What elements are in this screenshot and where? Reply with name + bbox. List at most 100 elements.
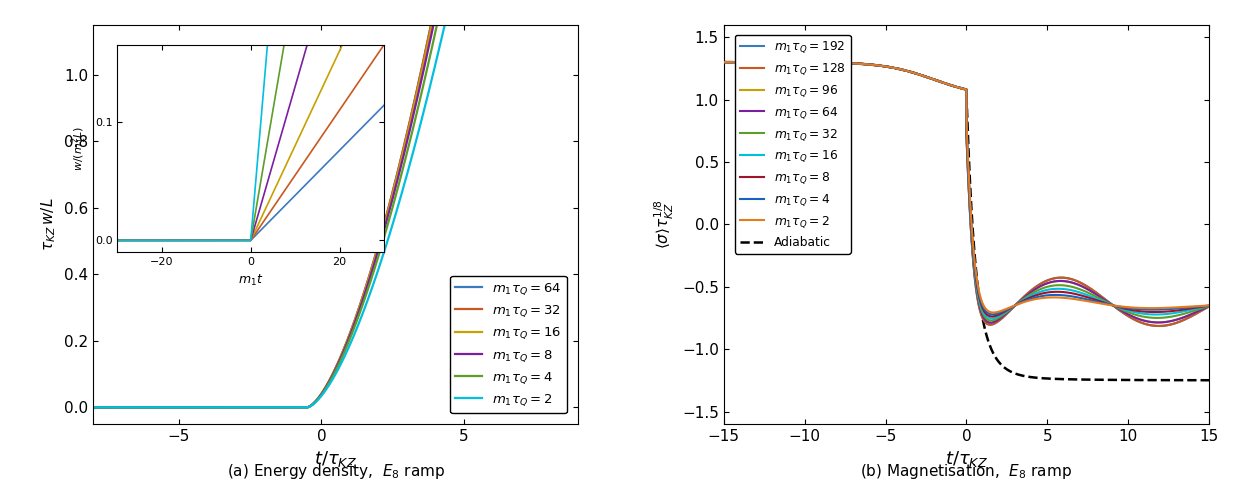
Line: $m_1\tau_Q = 16$: $m_1\tau_Q = 16$ [93, 8, 578, 407]
$m_1\tau_Q = 8$ [1069, 291, 1084, 297]
$m_1\tau_Q = 64$ [983, 320, 998, 326]
$m_1\tau_Q = 128$ [1069, 278, 1084, 284]
$m_1\tau_Q = 16$ [717, 59, 732, 65]
$m_1\tau_Q = 128$ [717, 59, 732, 65]
$m_1\tau_Q = 8$ [985, 314, 999, 319]
$m_1\tau_Q = 16$ [272, 404, 286, 410]
$m_1\tau_Q = 4$ [570, 5, 585, 11]
Adiabatic [1069, 377, 1084, 383]
Line: $m_1\tau_Q = 32$: $m_1\tau_Q = 32$ [93, 8, 578, 407]
Text: (a) Energy density,  $E_8$ ramp: (a) Energy density, $E_8$ ramp [227, 462, 445, 481]
Adiabatic [1187, 377, 1202, 383]
$m_1\tau_Q = 32$ [570, 5, 585, 11]
Line: $m_1\tau_Q = 32$: $m_1\tau_Q = 32$ [724, 62, 1209, 320]
Line: $m_1\tau_Q = 4$: $m_1\tau_Q = 4$ [724, 62, 1209, 315]
$m_1\tau_Q = 64$ [510, 5, 525, 11]
$m_1\tau_Q = 128$ [1163, 322, 1178, 328]
Adiabatic [924, 76, 939, 82]
$m_1\tau_Q = 8$ [86, 404, 100, 410]
$m_1\tau_Q = 128$ [920, 74, 935, 80]
$m_1\tau_Q = 16$ [1069, 288, 1084, 294]
$m_1\tau_Q = 64$ [1187, 310, 1202, 316]
$m_1\tau_Q = 16$ [947, 83, 962, 89]
$m_1\tau_Q = 192$ [717, 59, 732, 65]
$m_1\tau_Q = 16$ [141, 404, 156, 410]
$m_1\tau_Q = 32$ [293, 404, 308, 410]
$m_1\tau_Q = 4$ [141, 404, 156, 410]
Line: Adiabatic: Adiabatic [724, 62, 1209, 380]
$m_1\tau_Q = 64$ [947, 83, 962, 89]
$m_1\tau_Q = 16$ [428, 5, 443, 11]
Adiabatic [1162, 377, 1177, 383]
$m_1\tau_Q = 32$ [1187, 308, 1202, 314]
Line: $m_1\tau_Q = 8$: $m_1\tau_Q = 8$ [93, 8, 578, 407]
Adiabatic [947, 83, 962, 89]
$m_1\tau_Q = 16$ [570, 5, 585, 11]
$m_1\tau_Q = 8$ [510, 5, 525, 11]
Line: $m_1\tau_Q = 64$: $m_1\tau_Q = 64$ [93, 8, 578, 407]
$m_1\tau_Q = 64$ [924, 76, 939, 82]
$m_1\tau_Q = 16$ [1163, 311, 1178, 317]
$m_1\tau_Q = 2$ [570, 5, 585, 11]
Adiabatic [1202, 377, 1216, 383]
$m_1\tau_Q = 128$ [924, 76, 939, 82]
$m_1\tau_Q = 2$ [986, 310, 1001, 316]
$m_1\tau_Q = 8$ [141, 404, 156, 410]
$m_1\tau_Q = 16$ [170, 404, 185, 410]
$m_1\tau_Q = 64$ [1163, 318, 1178, 324]
$m_1\tau_Q = 4$ [562, 5, 577, 11]
$m_1\tau_Q = 8$ [570, 5, 585, 11]
$m_1\tau_Q = 32$ [427, 5, 441, 11]
$m_1\tau_Q = 128$ [1187, 312, 1202, 318]
$m_1\tau_Q = 2$ [293, 404, 308, 410]
$m_1\tau_Q = 32$ [1163, 314, 1178, 320]
$m_1\tau_Q = 96$ [1069, 281, 1084, 287]
$m_1\tau_Q = 4$ [947, 83, 962, 89]
$m_1\tau_Q = 64$ [717, 59, 732, 65]
$m_1\tau_Q = 4$ [986, 312, 1001, 317]
$m_1\tau_Q = 4$ [86, 404, 100, 410]
$m_1\tau_Q = 192$ [1152, 323, 1167, 329]
$m_1\tau_Q = 2$ [1163, 305, 1178, 311]
$m_1\tau_Q = 2$ [1069, 296, 1084, 302]
$m_1\tau_Q = 192$ [920, 74, 935, 80]
$m_1\tau_Q = 4$ [293, 404, 308, 410]
$m_1\tau_Q = 16$ [1187, 306, 1202, 312]
Line: $m_1\tau_Q = 128$: $m_1\tau_Q = 128$ [724, 62, 1209, 326]
$m_1\tau_Q = 192$ [1187, 312, 1202, 318]
$m_1\tau_Q = 96$ [947, 83, 962, 89]
Line: $m_1\tau_Q = 8$: $m_1\tau_Q = 8$ [724, 62, 1209, 317]
$m_1\tau_Q = 128$ [1152, 323, 1167, 329]
$m_1\tau_Q = 32$ [920, 74, 935, 80]
$m_1\tau_Q = 8$ [1163, 308, 1178, 314]
$m_1\tau_Q = 64$ [920, 74, 935, 80]
$m_1\tau_Q = 32$ [170, 404, 185, 410]
$m_1\tau_Q = 96$ [1202, 303, 1216, 309]
$m_1\tau_Q = 2$ [717, 59, 732, 65]
$m_1\tau_Q = 96$ [1163, 318, 1178, 324]
$m_1\tau_Q = 2$ [170, 404, 185, 410]
$m_1\tau_Q = 64$ [293, 404, 308, 410]
$m_1\tau_Q = 8$ [1187, 305, 1202, 311]
X-axis label: $t/\tau_{KZ}$: $t/\tau_{KZ}$ [945, 450, 988, 469]
Line: $m_1\tau_Q = 2$: $m_1\tau_Q = 2$ [724, 62, 1209, 313]
$m_1\tau_Q = 32$ [562, 5, 577, 11]
$m_1\tau_Q = 8$ [562, 5, 577, 11]
$m_1\tau_Q = 8$ [924, 76, 939, 82]
Legend: $m_1\tau_Q = 192$, $m_1\tau_Q = 128$, $m_1\tau_Q = 96$, $m_1\tau_Q = 64$, $m_1\t: $m_1\tau_Q = 192$, $m_1\tau_Q = 128$, $m… [735, 35, 851, 254]
Y-axis label: $\langle\sigma\rangle\tau_{KZ}^{1/8}$: $\langle\sigma\rangle\tau_{KZ}^{1/8}$ [653, 200, 677, 249]
$m_1\tau_Q = 32$ [510, 5, 525, 11]
$m_1\tau_Q = 2$ [924, 76, 939, 82]
$m_1\tau_Q = 2$ [441, 5, 456, 11]
$m_1\tau_Q = 16$ [920, 74, 935, 80]
$m_1\tau_Q = 2$ [141, 404, 156, 410]
$m_1\tau_Q = 192$ [1163, 322, 1178, 328]
$m_1\tau_Q = 64$ [141, 404, 156, 410]
$m_1\tau_Q = 4$ [433, 5, 448, 11]
$m_1\tau_Q = 96$ [920, 74, 935, 80]
$m_1\tau_Q = 96$ [983, 320, 998, 326]
Line: $m_1\tau_Q = 4$: $m_1\tau_Q = 4$ [93, 8, 578, 407]
$m_1\tau_Q = 2$ [272, 404, 286, 410]
$m_1\tau_Q = 2$ [1187, 303, 1202, 309]
$m_1\tau_Q = 192$ [947, 83, 962, 89]
